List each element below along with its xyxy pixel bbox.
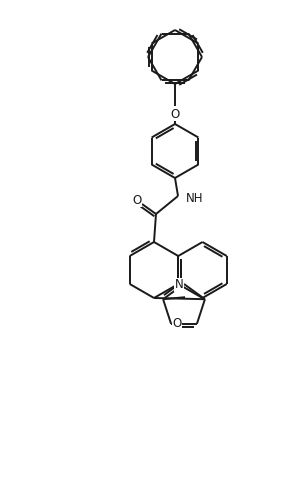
Text: N: N — [175, 278, 184, 292]
Text: O: O — [172, 317, 182, 331]
Text: O: O — [132, 193, 142, 206]
Text: NH: NH — [186, 191, 204, 204]
Text: O: O — [170, 107, 179, 120]
